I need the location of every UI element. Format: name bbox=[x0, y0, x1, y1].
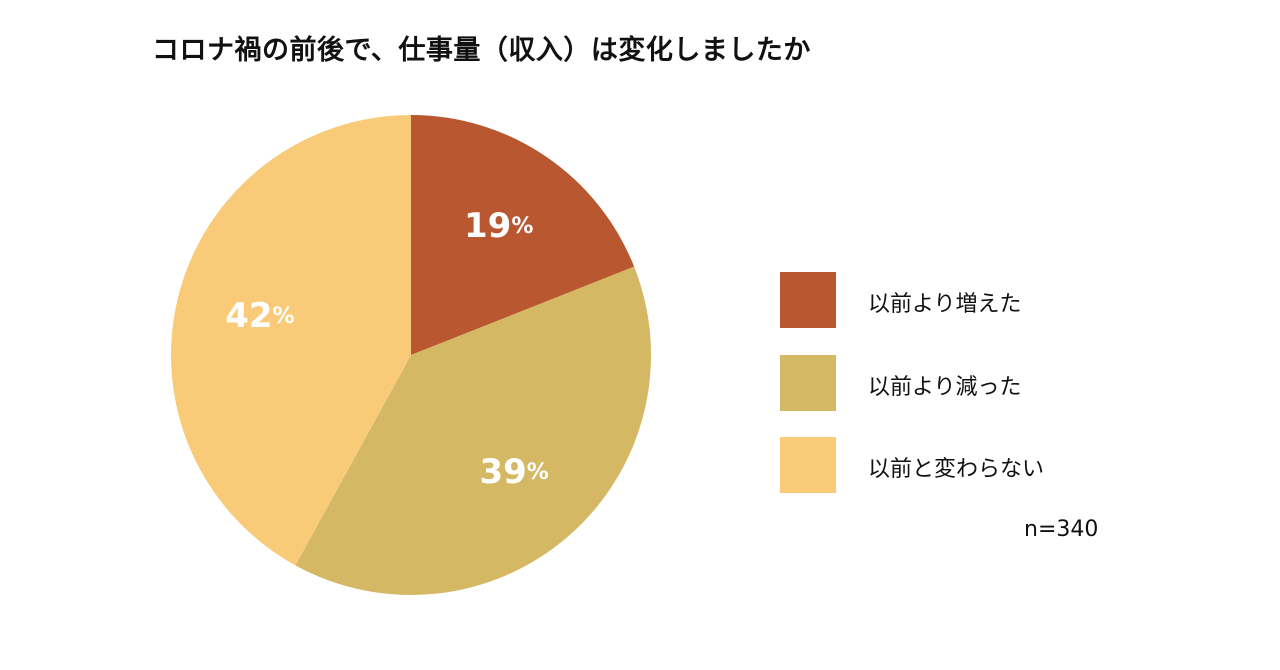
pie-label-increased: 19% bbox=[464, 206, 533, 246]
legend-swatch-increased bbox=[780, 272, 836, 328]
chart-title: コロナ禍の前後で、仕事量（収入）は変化しましたか bbox=[152, 35, 811, 66]
pie-label-unchanged: 42% bbox=[225, 296, 294, 336]
legend-item-increased: 以前より増えた bbox=[780, 272, 1100, 328]
pie-slice-increased bbox=[411, 115, 635, 355]
legend-item-decreased: 以前より減った bbox=[780, 355, 1100, 411]
pie-slice-unchanged bbox=[170, 115, 411, 566]
legend-label-unchanged: 以前と変わらない bbox=[868, 457, 1045, 482]
sample-size-note: n=340 bbox=[1024, 517, 1099, 542]
legend-swatch-decreased bbox=[780, 355, 836, 411]
legend-label-decreased: 以前より減った bbox=[868, 375, 1022, 400]
legend-label-increased: 以前より増えた bbox=[868, 292, 1022, 317]
legend-swatch-unchanged bbox=[780, 437, 836, 493]
pie-label-decreased: 39% bbox=[479, 452, 548, 492]
legend-item-unchanged: 以前と変わらない bbox=[780, 437, 1100, 493]
pie-slice-decreased bbox=[295, 266, 652, 595]
